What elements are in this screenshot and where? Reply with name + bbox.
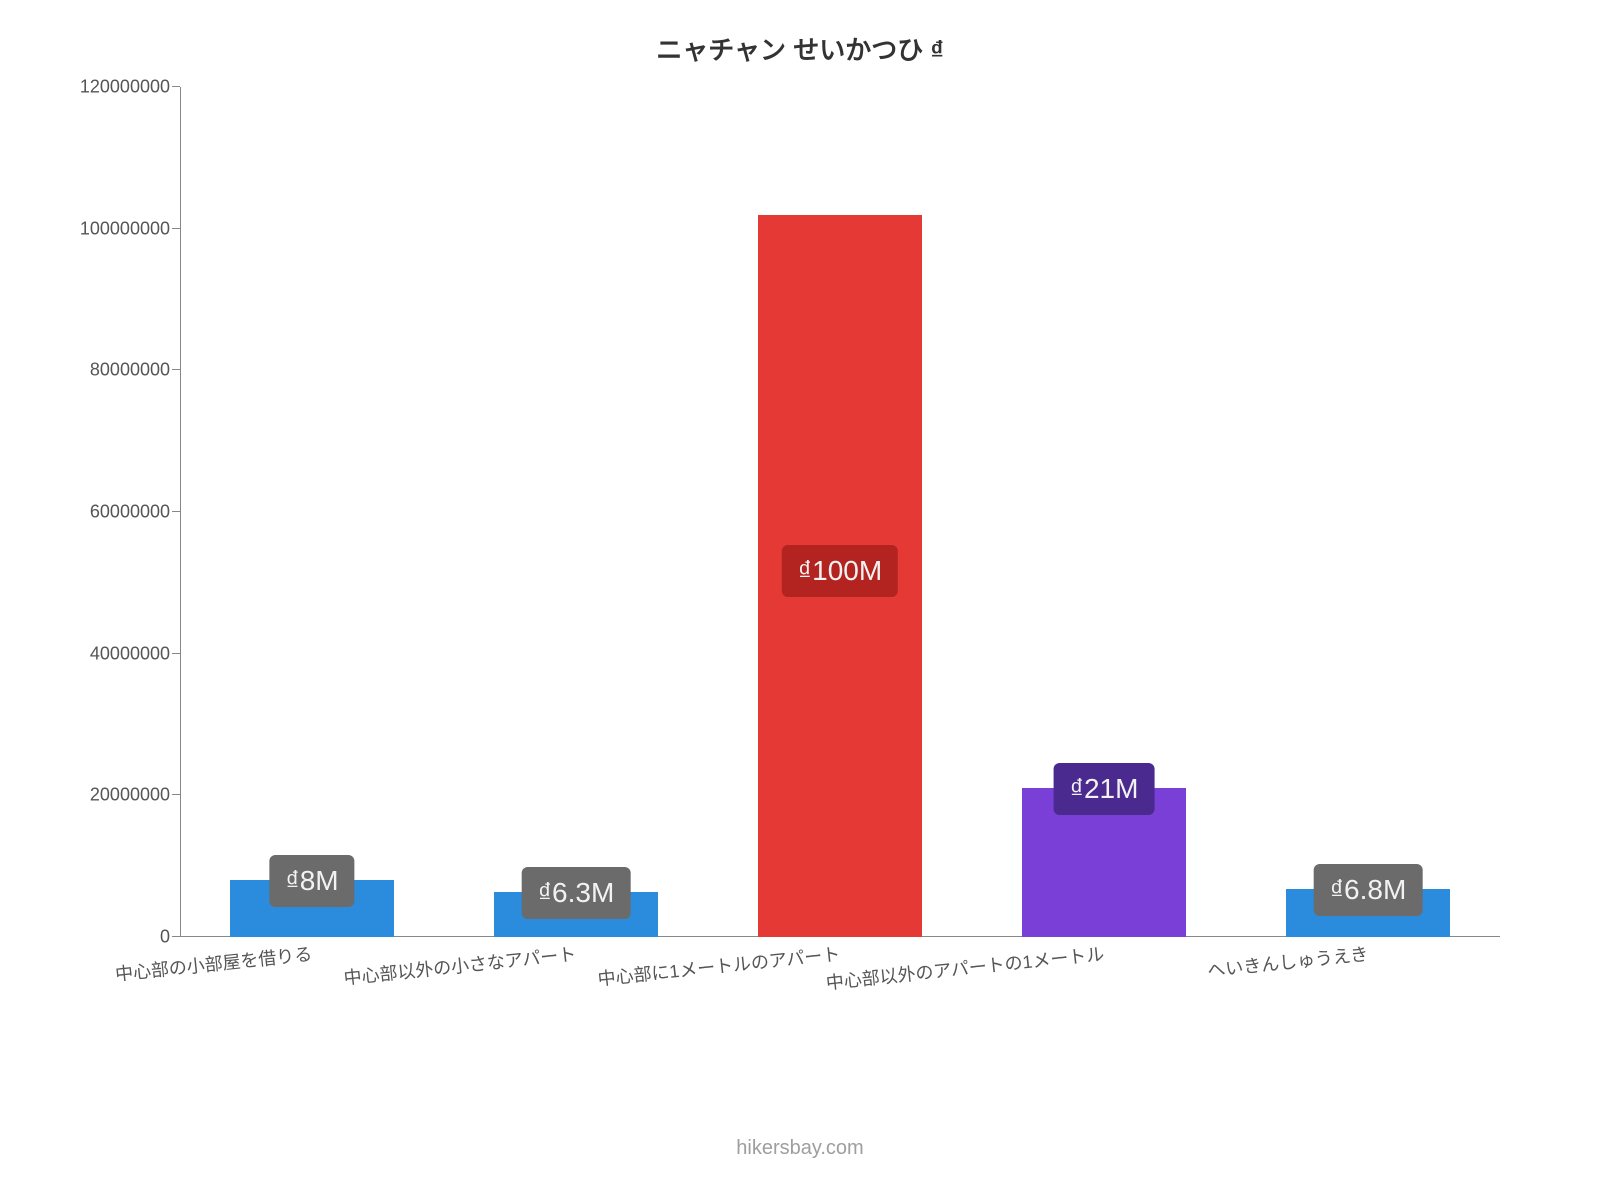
- chart-container: ニャチャン せいかつひ ₫ 02000000040000000600000008…: [0, 0, 1600, 1200]
- x-tick-label: へいきんしゅうえき: [1206, 940, 1369, 983]
- y-tick: [172, 794, 180, 795]
- y-tick-label: 80000000: [90, 360, 170, 381]
- y-tick: [172, 653, 180, 654]
- y-tick-label: 120000000: [80, 77, 170, 98]
- bar-value-label: ₫6.3M: [522, 867, 631, 919]
- x-axis: 中心部の小部屋を借りる中心部以外の小さなアパート中心部に1メートルのアパート中心…: [120, 930, 1560, 1050]
- y-tick-label: 60000000: [90, 502, 170, 523]
- x-tick-label: 中心部の小部屋を借りる: [114, 940, 314, 987]
- y-tick-label: 20000000: [90, 785, 170, 806]
- y-tick: [172, 511, 180, 512]
- y-tick-label: 100000000: [80, 218, 170, 239]
- bar-value-label: ₫6.8M: [1314, 864, 1423, 916]
- bar-value-label: ₫100M: [782, 545, 898, 597]
- plot-area: 0200000004000000060000000800000001000000…: [180, 87, 1500, 937]
- chart-title: ニャチャン せいかつひ ₫: [60, 30, 1540, 67]
- x-tick-label: 中心部に1メートルのアパート: [596, 940, 841, 991]
- attribution-text: hikersbay.com: [0, 1137, 1600, 1160]
- x-tick-label: 中心部以外の小さなアパート: [342, 940, 577, 990]
- y-tick: [172, 86, 180, 87]
- x-tick-label: 中心部以外のアパートの1メートル: [825, 940, 1106, 995]
- bar-group: ₫8M ₫6.3M ₫100M ₫21M ₫6.8M: [180, 87, 1500, 937]
- y-tick-label: 40000000: [90, 643, 170, 664]
- y-tick: [172, 228, 180, 229]
- bar-value-label: ₫8M: [269, 855, 354, 907]
- bar-value-label: ₫21M: [1054, 763, 1155, 815]
- y-tick: [172, 369, 180, 370]
